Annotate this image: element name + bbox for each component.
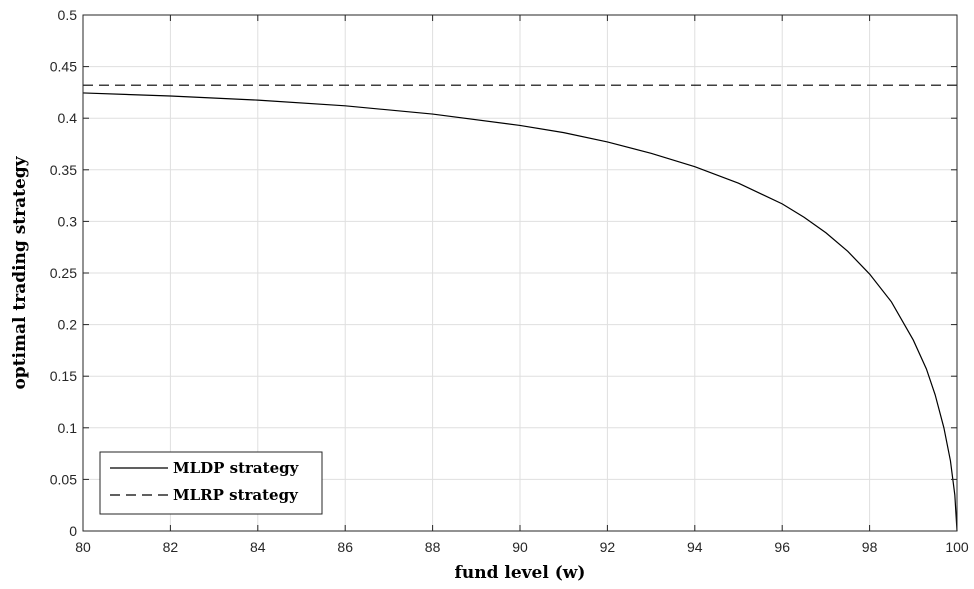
ticks [82, 14, 958, 532]
x-tick-label: 96 [774, 539, 790, 555]
legend-label-mldp: MLDP strategy [173, 459, 300, 477]
y-tick-label: 0.4 [58, 110, 78, 126]
y-tick-label: 0.25 [50, 265, 77, 281]
x-tick-label: 88 [425, 539, 441, 555]
x-tick-label: 80 [75, 539, 91, 555]
y-tick-label: 0.3 [58, 213, 78, 229]
tick-labels: 80 82 84 86 88 90 92 94 96 98 100 0 0.05 0.1 0.15 0.2 0.… [50, 7, 969, 555]
y-tick-label: 0.45 [50, 59, 77, 75]
y-axis-label: optimal trading strategy [10, 155, 30, 389]
x-tick-label: 84 [250, 539, 266, 555]
y-tick-label: 0 [69, 523, 77, 539]
grid [83, 15, 957, 531]
y-tick-label: 0.1 [58, 420, 78, 436]
y-tick-label: 0.5 [58, 7, 78, 23]
x-tick-label: 82 [163, 539, 179, 555]
y-tick-label: 0.35 [50, 162, 77, 178]
legend-box [99, 451, 323, 515]
x-tick-label: 100 [945, 539, 969, 555]
x-tick-label: 90 [512, 539, 528, 555]
x-tick-label: 98 [862, 539, 878, 555]
y-tick-label: 0.2 [58, 317, 78, 333]
y-tick-label: 0.15 [50, 368, 77, 384]
y-tick-label: 0.05 [50, 471, 77, 487]
x-tick-label: 94 [687, 539, 703, 555]
x-tick-label: 92 [600, 539, 616, 555]
x-tick-label: 86 [337, 539, 353, 555]
series-line-mldp [82, 92, 958, 532]
series-layer [82, 84, 958, 532]
legend: MLDP strategy MLRP strategy [99, 451, 323, 515]
x-axis-label: fund level (w) [455, 563, 586, 583]
legend-label-mlrp: MLRP strategy [173, 486, 299, 504]
